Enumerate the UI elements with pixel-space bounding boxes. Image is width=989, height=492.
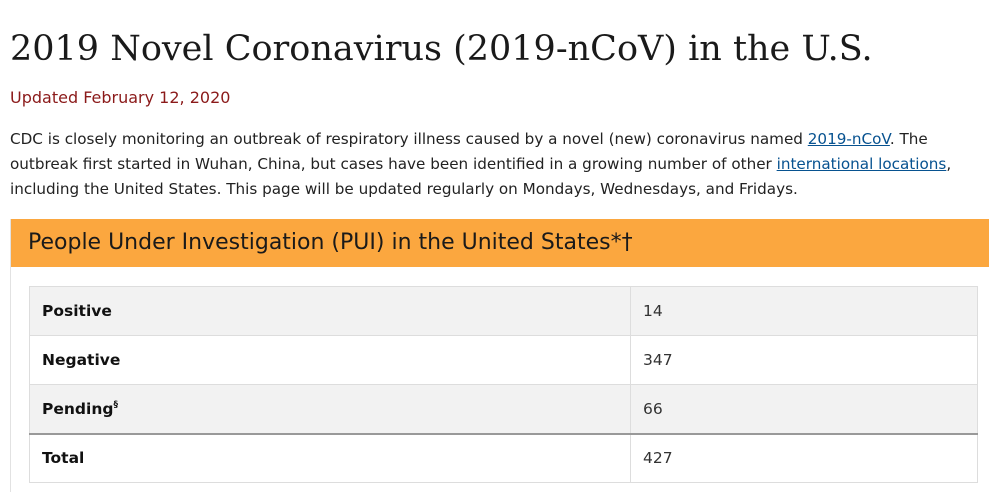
row-label: Pending§ [29, 384, 631, 434]
intro-text: including the United States. This page w… [10, 180, 798, 198]
pui-card-header: People Under Investigation (PUI) in the … [11, 219, 989, 267]
intro-line-1: CDC is closely monitoring an outbreak of… [10, 127, 989, 152]
table-row-positive: Positive 14 [29, 286, 978, 336]
pui-table: Positive 14 Negative 347 Pending§ 66 Tot… [29, 286, 978, 483]
page: 2019 Novel Coronavirus (2019-nCoV) in th… [10, 0, 989, 492]
row-label-text: Total [42, 449, 85, 468]
intro-line-3: including the United States. This page w… [10, 177, 989, 202]
intro-line-2: outbreak first started in Wuhan, China, … [10, 152, 989, 177]
row-label-text: Positive [42, 302, 112, 320]
pui-heading: People Under Investigation (PUI) in the … [28, 230, 633, 255]
row-value: 66 [630, 384, 978, 434]
row-label-text: Pending [42, 399, 114, 418]
intro-text: CDC is closely monitoring an outbreak of… [10, 130, 808, 148]
table-row-total: Total 427 [29, 432, 978, 483]
pui-card: People Under Investigation (PUI) in the … [10, 219, 989, 492]
row-label: Positive [29, 286, 631, 336]
intro-paragraph: CDC is closely monitoring an outbreak of… [10, 127, 989, 202]
footnote-marker: § [113, 399, 118, 410]
row-value: 347 [630, 335, 978, 385]
row-label-text: Negative [42, 351, 121, 369]
intro-text: , [946, 155, 952, 173]
table-row-negative: Negative 347 [29, 335, 978, 385]
row-label: Total [29, 432, 631, 483]
page-title: 2019 Novel Coronavirus (2019-nCoV) in th… [10, 29, 873, 69]
row-value: 427 [630, 432, 978, 483]
link-2019-ncov[interactable]: 2019-nCoV [807, 130, 890, 148]
row-value: 14 [630, 286, 978, 336]
table-row-pending: Pending§ 66 [29, 384, 978, 434]
intro-text: . The [889, 130, 928, 148]
link-international-locations[interactable]: international locations [776, 155, 947, 173]
intro-text: outbreak first started in Wuhan, China, … [10, 155, 777, 173]
row-label: Negative [29, 335, 631, 385]
updated-date: Updated February 12, 2020 [10, 88, 231, 107]
